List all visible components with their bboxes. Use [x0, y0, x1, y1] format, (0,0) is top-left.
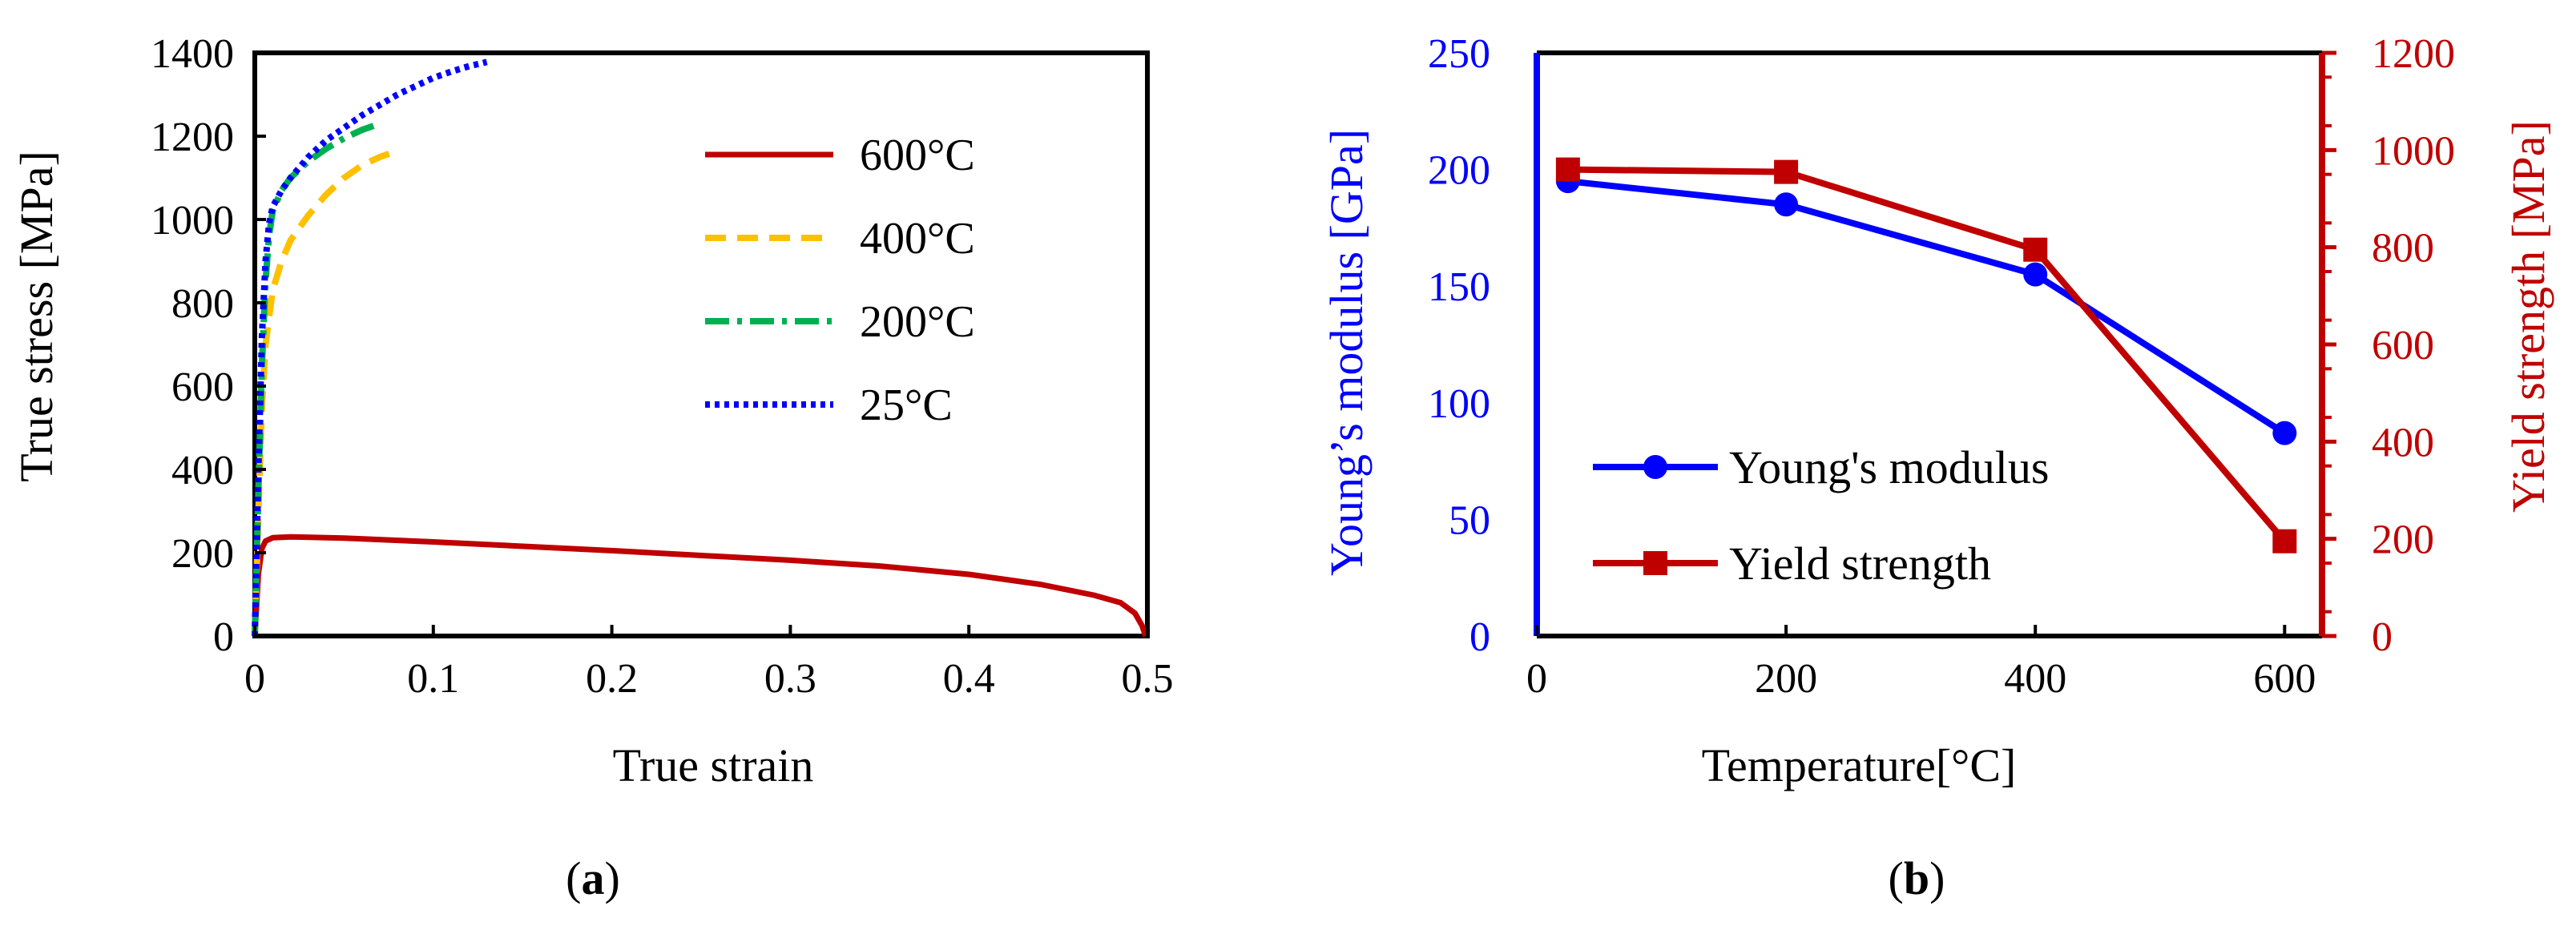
- y-tick-label-a: 400: [171, 448, 234, 493]
- y-tick-label-a: 0: [213, 614, 234, 660]
- y2-tick-label-b: 400: [2372, 420, 2434, 465]
- y2-axis-ticks-b: 0 200 400 600 800 1000 1200: [2322, 31, 2455, 660]
- y-tick-label-b: 150: [1428, 264, 1490, 310]
- series-group-b: [1555, 157, 2297, 554]
- point-young-s-modulus: [2272, 421, 2297, 445]
- x-tick-label-a: 0.5: [1122, 656, 1174, 702]
- x-axis-ticks-a: 0 0.1 0.2 0.3 0.4 0.5: [244, 625, 1174, 702]
- y-tick-label-b: 250: [1428, 31, 1490, 77]
- point-yield-strength: [2272, 529, 2297, 554]
- x-axis-label-b: Temperature[°C]: [1702, 739, 2017, 791]
- legend-label-a: 200°C: [860, 297, 975, 347]
- legend-a: 600°C 400°C 200°C 25°C: [705, 131, 975, 430]
- y2-tick-label-b: 1000: [2372, 128, 2455, 174]
- point-yield-strength: [2023, 237, 2048, 262]
- point-young-s-modulus: [1774, 192, 1799, 217]
- y-tick-label-b: 50: [1449, 497, 1490, 543]
- x-tick-label-b: 600: [2253, 656, 2316, 702]
- x-axis-label-a: True strain: [613, 739, 814, 791]
- y-tick-label-a: 1200: [151, 115, 234, 160]
- legend-marker-b: [1643, 551, 1667, 575]
- legend-label-a: 25°C: [860, 380, 953, 430]
- point-yield-strength: [1555, 157, 1580, 182]
- legend-b: Young's modulus Yield strength: [1593, 441, 2049, 590]
- series-line-400C: [252, 147, 399, 637]
- x-tick-label-b: 400: [2004, 656, 2066, 702]
- y-tick-label-a: 600: [171, 364, 234, 410]
- x-tick-label-b: 0: [1526, 656, 1547, 702]
- x-tick-label-a: 0.3: [764, 656, 816, 702]
- point-yield-strength: [1774, 159, 1799, 184]
- y-axis-label-a: True stress [MPa]: [10, 151, 62, 482]
- plot-area-a: [252, 50, 1150, 638]
- y2-axis-label-b: Yield strength [MPa]: [2502, 120, 2554, 513]
- chart-a: 0 0.1 0.2 0.3 0.4 0.5 0 200 400 600 800 1000 1200 14…: [10, 31, 1174, 904]
- point-young-s-modulus: [2023, 262, 2048, 287]
- series-group-a: [252, 58, 1149, 638]
- legend-marker-b: [1643, 455, 1667, 479]
- y2-tick-label-b: 200: [2372, 517, 2434, 563]
- panel-label-b: (b): [1889, 852, 1945, 904]
- y-axis-label-b: Young’s modulus [GPa]: [1320, 129, 1373, 576]
- y-tick-label-a: 1400: [151, 31, 234, 77]
- y-tick-label-a: 1000: [151, 198, 234, 244]
- x-tick-label-b: 200: [1755, 656, 1817, 702]
- plot-border-a: [252, 50, 1150, 638]
- y2-tick-label-b: 800: [2372, 226, 2434, 272]
- legend-label-b: Yield strength: [1729, 537, 1991, 590]
- legend-label-b: Young's modulus: [1729, 441, 2049, 493]
- y-tick-label-b: 0: [1469, 614, 1490, 660]
- chart-b: 0 200 400 600 0 50 100 150 200 250 0 200 400 600 800…: [1320, 31, 2554, 904]
- series-line-600C: [252, 533, 1149, 638]
- x-axis-ticks-b: 0 200 400 600: [1526, 625, 2316, 702]
- y-tick-label-a: 200: [171, 531, 234, 577]
- y-tick-label-b: 200: [1428, 148, 1490, 194]
- y-axis-ticks-a: 0 200 400 600 800 1000 1200 1400: [151, 31, 266, 660]
- x-tick-label-a: 0.1: [407, 656, 459, 702]
- y2-tick-label-b: 1200: [2372, 31, 2455, 77]
- legend-label-a: 600°C: [860, 131, 975, 180]
- panel-label-a: (a): [566, 852, 620, 904]
- series-line-25C: [252, 58, 488, 637]
- x-tick-label-a: 0.4: [943, 656, 995, 702]
- y-tick-label-b: 100: [1428, 381, 1490, 427]
- y-axis-ticks-b: 0 50 100 150 200 250: [1428, 31, 1490, 660]
- series-line-yield-strength: [1567, 166, 2288, 544]
- legend-label-a: 400°C: [860, 214, 975, 264]
- y2-tick-label-b: 0: [2372, 614, 2393, 660]
- y-tick-label-a: 800: [171, 281, 234, 327]
- x-tick-label-a: 0.2: [586, 656, 638, 702]
- series-line-young-s-modulus: [1567, 178, 2287, 437]
- x-tick-label-a: 0: [244, 656, 265, 702]
- y2-tick-label-b: 600: [2372, 323, 2434, 368]
